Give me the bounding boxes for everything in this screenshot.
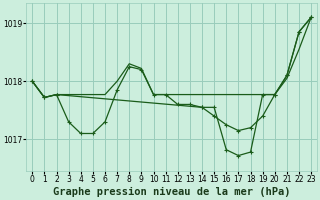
X-axis label: Graphe pression niveau de la mer (hPa): Graphe pression niveau de la mer (hPa) [53, 187, 291, 197]
